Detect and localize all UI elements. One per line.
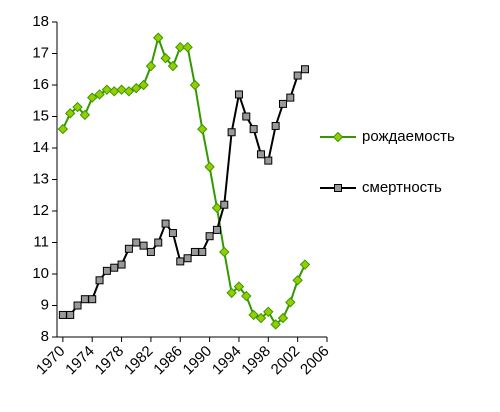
y-tick-label: 8 [41, 328, 49, 345]
marker [234, 90, 243, 99]
marker [145, 60, 157, 72]
y-tick-label: 16 [32, 76, 49, 93]
marker [154, 238, 163, 247]
marker [57, 123, 69, 135]
x-tick-label: 1990 [180, 343, 216, 379]
marker [153, 32, 164, 43]
y-tick-label: 17 [32, 44, 49, 61]
marker [263, 306, 274, 318]
marker [190, 247, 199, 256]
marker [72, 101, 83, 113]
marker [139, 241, 148, 250]
y-tick-label: 11 [33, 233, 49, 250]
x-tick-label: 1974 [62, 343, 98, 379]
marker [285, 297, 296, 308]
marker [264, 156, 273, 165]
marker [87, 92, 98, 103]
marker [183, 254, 192, 263]
marker [211, 202, 223, 214]
y-tick-label: 9 [41, 296, 49, 313]
x-tick-label: 1970 [33, 343, 69, 379]
marker [168, 229, 177, 238]
marker [293, 71, 302, 80]
marker [110, 263, 119, 272]
marker [79, 109, 91, 121]
marker [102, 266, 111, 275]
marker [124, 244, 133, 253]
marker [167, 60, 179, 72]
marker [175, 41, 186, 53]
marker [198, 247, 207, 256]
marker [117, 260, 126, 269]
marker [219, 246, 230, 258]
marker [160, 53, 171, 64]
y-tick-label: 13 [32, 170, 49, 187]
x-tick-label: 1998 [238, 343, 274, 379]
marker [109, 86, 120, 97]
x-tick-label: 1978 [92, 343, 128, 379]
marker [205, 232, 214, 241]
marker [271, 121, 280, 130]
marker [94, 89, 105, 100]
marker [227, 128, 236, 137]
y-tick-label: 18 [32, 13, 49, 30]
legend-label: смертность [362, 179, 442, 196]
marker [101, 84, 113, 95]
marker [176, 257, 185, 266]
marker [64, 108, 76, 119]
marker [204, 161, 215, 173]
marker [95, 276, 104, 285]
y-tick-label: 12 [32, 202, 49, 219]
marker [220, 200, 229, 209]
x-tick-label: 2002 [268, 343, 304, 379]
marker [182, 41, 193, 53]
marker [241, 290, 252, 302]
marker [161, 219, 170, 228]
marker [286, 93, 295, 102]
marker [270, 319, 281, 330]
marker [197, 123, 208, 135]
marker [66, 310, 75, 319]
marker [256, 150, 265, 159]
marker [334, 184, 342, 192]
marker [123, 86, 135, 97]
marker [248, 309, 259, 321]
marker [332, 131, 344, 143]
marker [277, 312, 289, 324]
x-tick-label: 1982 [121, 343, 157, 379]
legend-label: рождаемость [362, 128, 455, 145]
marker [138, 79, 149, 91]
marker [212, 225, 221, 234]
marker [80, 295, 89, 304]
marker [132, 238, 141, 247]
marker [255, 312, 267, 324]
x-tick-label: 2006 [297, 343, 333, 379]
marker [278, 99, 287, 108]
x-tick-label: 1986 [150, 343, 186, 379]
marker [88, 295, 97, 304]
marker [299, 259, 311, 270]
marker [300, 65, 309, 74]
marker [189, 79, 201, 91]
marker [242, 112, 251, 121]
marker [116, 84, 127, 95]
marker [58, 310, 67, 319]
marker [233, 281, 245, 292]
marker [73, 301, 82, 310]
marker [131, 82, 142, 94]
y-tick-label: 15 [32, 107, 49, 124]
y-tick-label: 14 [32, 139, 49, 156]
y-tick-label: 10 [32, 265, 49, 282]
x-tick-label: 1994 [209, 343, 245, 379]
marker [146, 247, 155, 256]
marker [249, 125, 258, 134]
marker [292, 275, 303, 286]
marker [226, 287, 237, 299]
